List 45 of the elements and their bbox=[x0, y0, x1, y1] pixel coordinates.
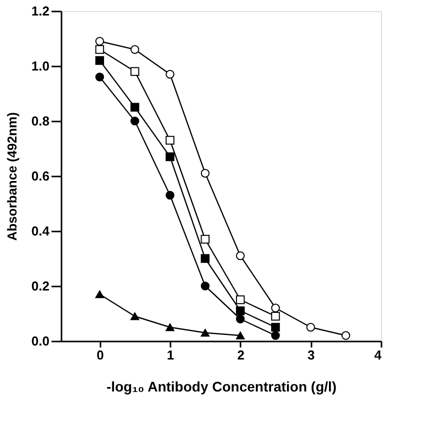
point bbox=[236, 295, 245, 304]
point bbox=[166, 70, 174, 79]
point bbox=[95, 45, 104, 54]
point bbox=[271, 304, 280, 312]
point bbox=[306, 322, 316, 332]
y-tick-label: 0.0 bbox=[31, 334, 50, 348]
point bbox=[200, 168, 210, 178]
y-axis-title: Absorbance (492nm) bbox=[4, 112, 20, 241]
y-tick-label: 0.2 bbox=[31, 278, 50, 294]
y-tick-label: 0.8 bbox=[31, 114, 50, 128]
y-tick-label: 1.2 bbox=[31, 4, 50, 18]
point bbox=[271, 322, 280, 332]
point bbox=[130, 45, 140, 54]
point bbox=[95, 56, 104, 65]
point bbox=[200, 282, 210, 290]
point bbox=[200, 328, 210, 337]
point bbox=[130, 67, 140, 76]
point bbox=[130, 312, 140, 320]
x-tick-label: 4 bbox=[374, 348, 382, 362]
point bbox=[200, 234, 210, 244]
point bbox=[200, 254, 210, 263]
point bbox=[166, 323, 174, 332]
point bbox=[236, 251, 245, 260]
point bbox=[166, 136, 174, 145]
x-tick-label: 3 bbox=[308, 348, 315, 362]
point bbox=[95, 36, 104, 46]
point bbox=[130, 116, 140, 126]
point bbox=[130, 102, 140, 112]
point bbox=[271, 331, 280, 340]
y-tick-label: 0.4 bbox=[31, 224, 50, 238]
point bbox=[236, 332, 245, 340]
x-tick-label: 2 bbox=[237, 348, 244, 362]
point bbox=[271, 312, 280, 321]
point bbox=[236, 314, 245, 324]
x-tick-label: 0 bbox=[96, 348, 104, 362]
point bbox=[166, 152, 174, 162]
x-axis-title: -log₁₀ Antibody Concentration (g/l) bbox=[106, 378, 337, 394]
point bbox=[166, 190, 174, 200]
y-tick-label: 1.0 bbox=[31, 58, 50, 74]
y-tick-label: 0.6 bbox=[31, 168, 50, 184]
point bbox=[236, 306, 245, 316]
point bbox=[341, 331, 350, 340]
point bbox=[95, 72, 104, 82]
point bbox=[95, 290, 104, 298]
x-tick-label: 1 bbox=[166, 348, 174, 362]
